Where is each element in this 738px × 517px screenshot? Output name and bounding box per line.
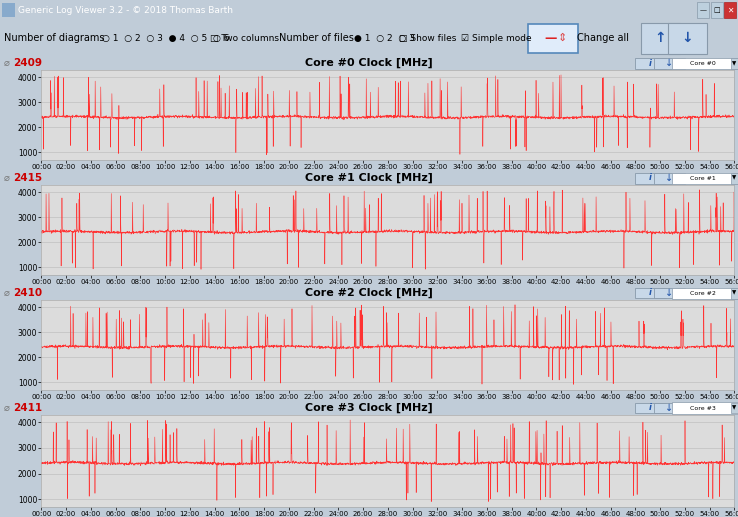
Text: Generic Log Viewer 3.2 - © 2018 Thomas Barth: Generic Log Viewer 3.2 - © 2018 Thomas B… [18,6,233,14]
FancyBboxPatch shape [672,402,738,414]
Text: Core #1 Clock [MHz]: Core #1 Clock [MHz] [305,173,433,184]
Text: 2409: 2409 [13,58,42,68]
Text: Core #2: Core #2 [690,291,717,296]
Text: 2415: 2415 [13,173,42,183]
Text: ↓: ↓ [665,288,674,298]
Text: ▼: ▼ [732,176,737,181]
FancyBboxPatch shape [672,58,738,69]
Text: i: i [649,288,652,297]
Text: ● 1  ○ 2  ○ 3: ● 1 ○ 2 ○ 3 [354,34,415,43]
FancyBboxPatch shape [731,58,738,69]
Text: Core #3 Clock [MHz]: Core #3 Clock [MHz] [305,403,433,413]
Text: ↓: ↓ [665,403,674,413]
Text: ⌀: ⌀ [4,288,10,298]
Text: ✕: ✕ [727,6,733,14]
Text: Core #1: Core #1 [691,176,716,181]
Text: ↑: ↑ [655,31,666,44]
Text: ⌀: ⌀ [4,173,10,183]
Text: —: — [700,7,707,13]
Text: ↓: ↓ [665,173,674,183]
Text: ▼: ▼ [732,61,737,66]
FancyBboxPatch shape [635,403,666,413]
FancyBboxPatch shape [654,58,685,69]
FancyBboxPatch shape [635,173,666,184]
Text: ↓: ↓ [665,58,674,68]
Text: Number of files: Number of files [279,33,354,43]
Text: i: i [649,403,652,412]
FancyBboxPatch shape [635,288,666,298]
Text: i: i [649,58,652,68]
FancyBboxPatch shape [672,287,738,299]
Text: □: □ [714,7,720,13]
Text: Number of diagrams: Number of diagrams [4,33,104,43]
FancyBboxPatch shape [711,2,723,18]
FancyBboxPatch shape [731,173,738,184]
FancyBboxPatch shape [654,173,685,184]
FancyBboxPatch shape [528,24,578,53]
FancyBboxPatch shape [697,2,709,18]
FancyBboxPatch shape [731,287,738,299]
Text: Core #3: Core #3 [690,405,717,410]
Text: Core #0: Core #0 [691,61,716,66]
Text: —: — [544,32,556,45]
FancyBboxPatch shape [654,288,685,298]
Bar [2,3,15,17]
FancyBboxPatch shape [668,23,707,54]
Text: Change all: Change all [577,33,629,43]
Text: □ Two columns: □ Two columns [210,34,279,43]
FancyBboxPatch shape [731,403,738,414]
Text: □ Show files: □ Show files [399,34,456,43]
Text: 2411: 2411 [13,403,42,413]
Text: ↓: ↓ [682,31,693,44]
Text: ▼: ▼ [732,291,737,296]
Text: ○ 1  ○ 2  ○ 3  ● 4  ○ 5  ○ 6: ○ 1 ○ 2 ○ 3 ● 4 ○ 5 ○ 6 [102,34,230,43]
FancyBboxPatch shape [635,58,666,69]
Text: ☑ Simple mode: ☑ Simple mode [461,34,532,43]
FancyBboxPatch shape [641,23,680,54]
Text: i: i [649,174,652,183]
Text: ⌀: ⌀ [4,58,10,68]
Text: Core #2 Clock [MHz]: Core #2 Clock [MHz] [305,288,433,298]
Text: Core #0 Clock [MHz]: Core #0 Clock [MHz] [305,58,433,68]
Text: ▼: ▼ [732,405,737,410]
Text: ⇕: ⇕ [557,33,567,43]
Text: ⌀: ⌀ [4,403,10,413]
FancyBboxPatch shape [654,403,685,413]
FancyBboxPatch shape [672,173,738,184]
FancyBboxPatch shape [724,2,736,18]
Text: 2410: 2410 [13,288,42,298]
